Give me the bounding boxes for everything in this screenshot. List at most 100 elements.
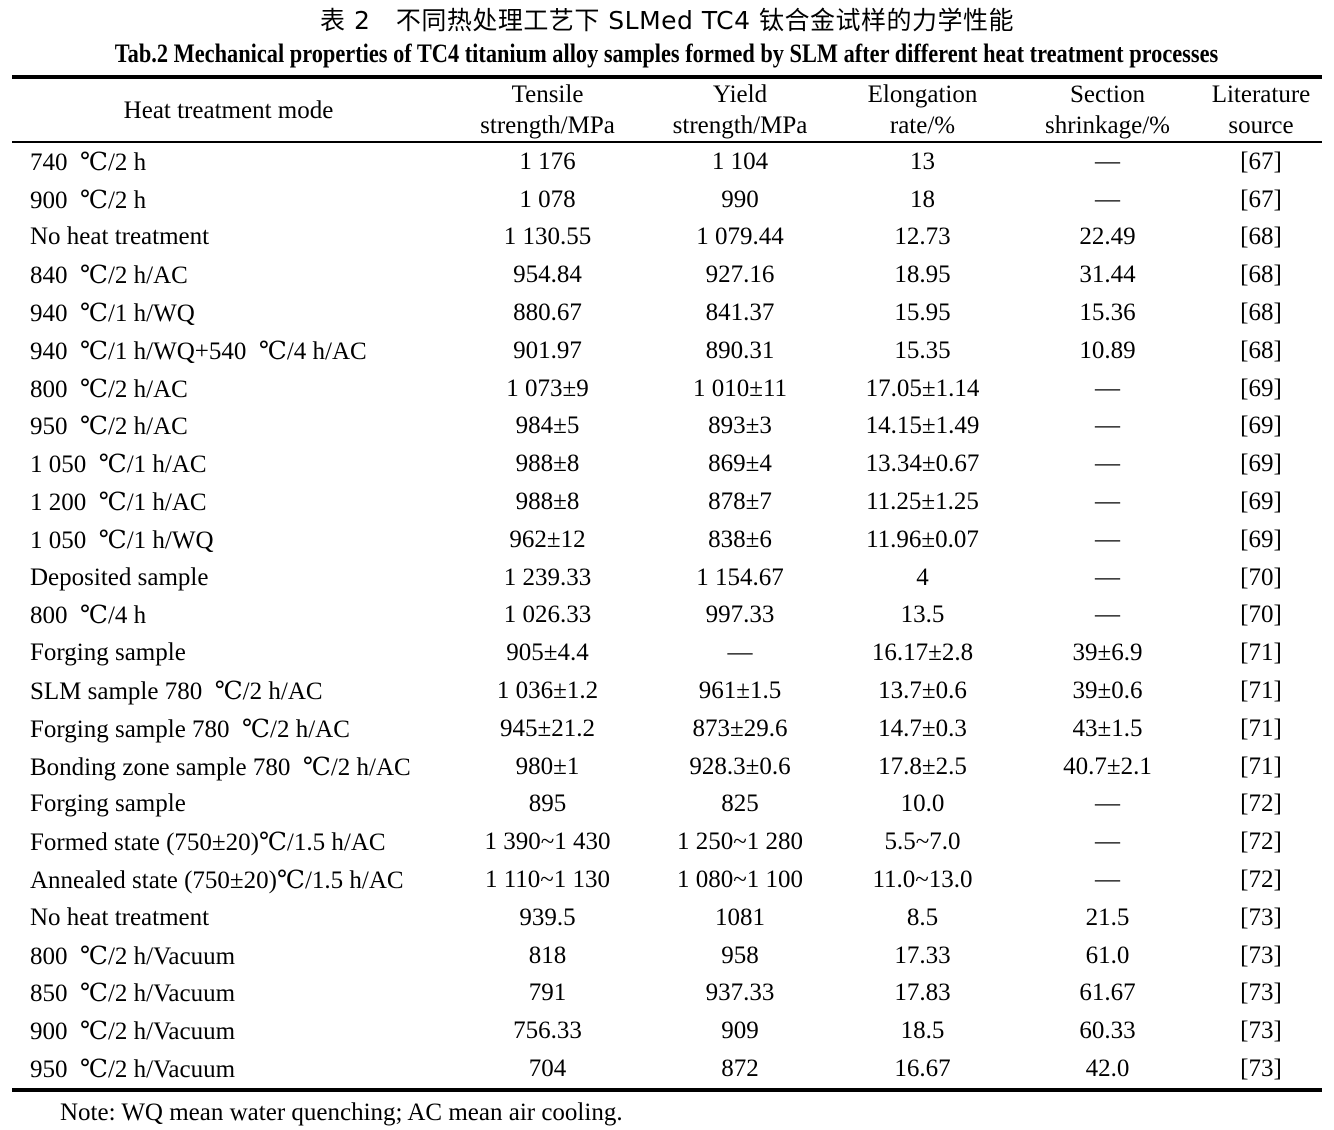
elongation-rate-cell: 13 [910, 147, 935, 175]
table-row: Formed state (750±20)℃/1.5 h/AC 1 390~1 4… [12, 823, 1322, 861]
heat-treatment-mode-cell: 900 ℃/2 h/Vacuum [30, 1018, 236, 1046]
yield-strength-cell: 1 010±11 [692, 374, 788, 402]
heat-treatment-mode-cell: 1 200 ℃/1 h/AC [30, 489, 207, 517]
yield-strength-cell: 1 154.67 [696, 563, 784, 591]
heat-treatment-mode-cell: 940 ℃/1 h/WQ+540 ℃/4 h/AC [30, 337, 367, 365]
yield-strength-cell: 893±3 [708, 412, 772, 440]
yield-strength-cell: 838±6 [708, 525, 772, 553]
yield-strength-cell: 961±1.5 [698, 677, 782, 705]
section-shrinkage-cell: — [1095, 525, 1120, 553]
section-shrinkage-cell: — [1095, 488, 1120, 516]
heat-treatment-mode-cell: 950 ℃/2 h/Vacuum [30, 1056, 236, 1084]
table-row: 940 ℃/1 h/WQ+540 ℃/4 h/AC 901.97 890.31 15.… [12, 332, 1322, 370]
heat-treatment-mode-cell: No heat treatment [30, 903, 210, 931]
tensile-strength-cell: 905±4.4 [506, 639, 589, 667]
heat-treatment-mode-cell: 950 ℃/2 h/AC [30, 413, 188, 441]
heat-treatment-mode-cell: 800 ℃/4 h [30, 602, 147, 630]
col-header-line: shrinkage/% [1045, 112, 1170, 139]
heat-treatment-mode-cell: 840 ℃/2 h/AC [30, 262, 188, 290]
literature-source-cell: [69] [1240, 450, 1282, 478]
section-shrinkage-cell: — [1095, 866, 1120, 894]
elongation-rate-cell: 11.0~13.0 [872, 866, 973, 894]
elongation-rate-cell: 18 [910, 185, 935, 213]
literature-source-cell: [71] [1240, 677, 1282, 705]
tensile-strength-cell: 980±1 [515, 752, 580, 780]
yield-strength-cell: — [727, 639, 753, 667]
heat-treatment-mode-cell: 740 ℃/2 h [30, 148, 147, 176]
tensile-strength-cell: 984±5 [515, 412, 580, 440]
col-header-section-shrinkage: Section shrinkage/% [1015, 77, 1200, 143]
table-note: Note: WQ mean water quenching; AC mean a… [60, 1098, 623, 1126]
table-row: No heat treatment 939.5 1081 8.5 21.5 [73] [12, 899, 1322, 937]
section-shrinkage-cell: 39±0.6 [1072, 677, 1143, 705]
heat-treatment-mode-cell: 850 ℃/2 h/Vacuum [30, 980, 236, 1008]
heat-treatment-mode-cell: Annealed state (750±20)℃/1.5 h/AC [30, 867, 404, 895]
tensile-strength-cell: 704 [528, 1055, 567, 1083]
table-container: Heat treatment mode Tensile strength/MPa… [12, 75, 1322, 1092]
section-shrinkage-cell: — [1095, 147, 1120, 175]
col-header-line: Literature [1211, 81, 1311, 108]
yield-strength-cell: 1 080~1 100 [676, 866, 804, 894]
table-row: Forging sample 905±4.4 — 16.17±2.8 39±6.9 [71… [12, 634, 1322, 672]
tensile-strength-cell: 1 078 [519, 185, 576, 213]
elongation-rate-cell: 13.34±0.67 [865, 450, 980, 478]
literature-source-cell: [73] [1240, 1017, 1282, 1045]
tensile-strength-cell: 1 073±9 [506, 374, 589, 402]
literature-source-cell: [71] [1240, 639, 1282, 667]
yield-strength-cell: 1 104 [711, 147, 769, 175]
table-caption-english-text: Tab.2 Mechanical properties of TC4 titan… [115, 39, 1219, 68]
yield-strength-cell: 990 [721, 185, 759, 213]
literature-source-cell: [67] [1240, 185, 1282, 213]
tensile-strength-cell: 1 130.55 [503, 223, 592, 251]
table-row: Bonding zone sample 780 ℃/2 h/AC 980±1 928… [12, 748, 1322, 786]
section-shrinkage-cell: — [1095, 563, 1120, 591]
literature-source-cell: [71] [1240, 752, 1282, 780]
elongation-rate-cell: 11.96±0.07 [866, 525, 979, 553]
table-row: 950 ℃/2 h/Vacuum 704 872 16.67 42.0 [73] [12, 1050, 1322, 1090]
table-caption-english: Tab.2 Mechanical properties of TC4 titan… [0, 38, 1334, 70]
literature-source-cell: [67] [1240, 147, 1282, 175]
section-shrinkage-cell: 43±1.5 [1072, 714, 1143, 742]
yield-strength-cell: 878±7 [708, 488, 772, 516]
col-header-literature-source: Literature source [1200, 77, 1322, 143]
yield-strength-cell: 1081 [715, 903, 765, 931]
table-caption-chinese: 表 2 不同热处理工艺下 SLMed TC4 钛合金试样的力学性能 [320, 6, 1014, 35]
yield-strength-cell: 909 [721, 1017, 759, 1045]
table-row: 900 ℃/2 h/Vacuum 756.33 909 18.5 60.33 [73] [12, 1012, 1322, 1050]
section-shrinkage-cell: — [1095, 185, 1120, 213]
heat-treatment-mode-cell: 1 050 ℃/1 h/AC [30, 451, 207, 479]
literature-source-cell: [69] [1240, 374, 1282, 402]
tensile-strength-cell: 818 [528, 941, 567, 969]
tensile-strength-cell: 1 239.33 [503, 563, 592, 591]
heat-treatment-mode-cell: Bonding zone sample 780 ℃/2 h/AC [30, 753, 411, 781]
literature-source-cell: [68] [1240, 223, 1282, 251]
literature-source-cell: [73] [1240, 979, 1282, 1007]
col-header-line: Yield [712, 81, 768, 108]
heat-treatment-mode-cell: 800 ℃/2 h/Vacuum [30, 942, 236, 970]
heat-treatment-mode-cell: Forging sample 780 ℃/2 h/AC [30, 715, 350, 743]
table-row: 1 200 ℃/1 h/AC 988±8 878±7 11.25±1.25 — [69] [12, 483, 1322, 521]
col-header-tensile-strength: Tensile strength/MPa [445, 77, 650, 143]
table-row: SLM sample 780 ℃/2 h/AC 1 036±1.2 961±1.5 1… [12, 672, 1322, 710]
literature-source-cell: [73] [1240, 903, 1282, 931]
literature-source-cell: [68] [1240, 261, 1282, 289]
section-shrinkage-cell: — [1095, 412, 1120, 440]
heat-treatment-mode-cell: 1 050 ℃/1 h/WQ [30, 526, 214, 554]
tensile-strength-cell: 1 036±1.2 [496, 677, 599, 705]
table-header: Heat treatment mode Tensile strength/MPa… [12, 77, 1322, 143]
col-header-line: strength/MPa [672, 112, 808, 139]
tensile-strength-cell: 901.97 [513, 336, 582, 364]
tensile-strength-cell: 1 390~1 430 [484, 828, 611, 856]
table-row: 840 ℃/2 h/AC 954.84 927.16 18.95 31.44 [68] [12, 256, 1322, 294]
literature-source-cell: [73] [1240, 941, 1282, 969]
section-shrinkage-cell: 60.33 [1079, 1017, 1136, 1045]
yield-strength-cell: 873±29.6 [692, 714, 788, 742]
heat-treatment-mode-cell: 800 ℃/2 h/AC [30, 375, 188, 403]
table-row: 800 ℃/2 h/AC 1 073±9 1 010±11 17.05±1.14 — [6… [12, 370, 1322, 408]
literature-source-cell: [72] [1240, 790, 1282, 818]
table-body: 740 ℃/2 h 1 176 1 104 13 — [67] 900 ℃/2 h 1 078… [12, 142, 1322, 1090]
table-row: 1 050 ℃/1 h/WQ 962±12 838±6 11.96±0.07 — [69] [12, 521, 1322, 559]
tensile-strength-cell: 988±8 [515, 450, 580, 478]
literature-source-cell: [69] [1240, 412, 1282, 440]
